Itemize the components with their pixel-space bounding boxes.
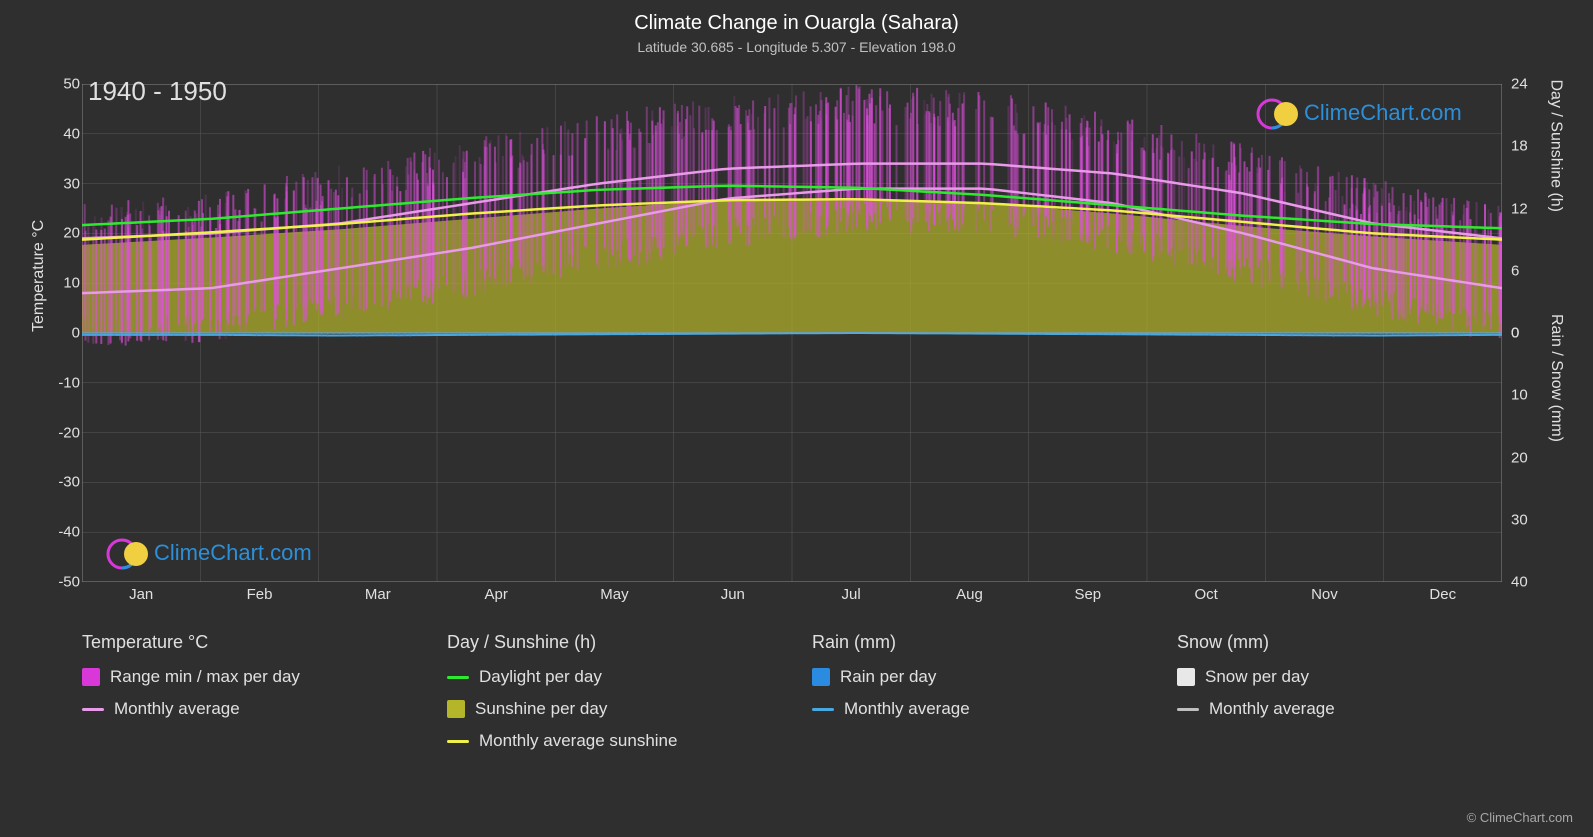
legend-item: Rain per day (812, 667, 1137, 687)
svg-text:ClimeChart.com: ClimeChart.com (154, 540, 312, 565)
legend-column: Rain (mm) Rain per day Monthly average (812, 632, 1137, 763)
y-right-bottom-tick: 30 (1511, 511, 1528, 528)
x-tick-label: Mar (319, 586, 437, 610)
y-right-bottom-tick: 0 (1511, 325, 1519, 342)
chart-subtitle: Latitude 30.685 - Longitude 5.307 - Elev… (0, 39, 1593, 55)
y-left-tick: -20 (58, 424, 80, 441)
y-left-tick: -30 (58, 474, 80, 491)
legend-item: Snow per day (1177, 667, 1502, 687)
y-axis-right-top-ticks: 24181260 (1511, 84, 1545, 333)
y-right-top-tick: 18 (1511, 138, 1528, 155)
legend-item: Sunshine per day (447, 699, 772, 719)
x-tick-label: Dec (1384, 586, 1502, 610)
legend-swatch-icon (82, 668, 100, 686)
legend-swatch-icon (812, 668, 830, 686)
y-left-tick: -40 (58, 524, 80, 541)
y-left-tick: 50 (63, 76, 80, 93)
legend-column: Temperature °C Range min / max per day Mon… (82, 632, 407, 763)
x-tick-label: Sep (1029, 586, 1147, 610)
y-axis-right-bottom-ticks: 010203040 (1511, 333, 1545, 582)
legend-label: Range min / max per day (110, 667, 300, 687)
y-right-bottom-tick: 40 (1511, 574, 1528, 591)
legend-column: Day / Sunshine (h) Daylight per day Sunshi… (447, 632, 772, 763)
legend-title: Rain (mm) (812, 632, 1137, 653)
x-tick-label: Oct (1147, 586, 1265, 610)
y-axis-right-top-label: Day / Sunshine (h) (1547, 79, 1565, 212)
legend-label: Snow per day (1205, 667, 1309, 687)
legend-line-icon (447, 676, 469, 679)
y-right-top-tick: 24 (1511, 76, 1528, 93)
legend-label: Rain per day (840, 667, 936, 687)
y-axis-right-bottom-label: Rain / Snow (mm) (1547, 314, 1565, 442)
y-right-top-tick: 6 (1511, 262, 1519, 279)
x-axis-labels: JanFebMarAprMayJunJulAugSepOctNovDec (82, 586, 1502, 610)
svg-text:ClimeChart.com: ClimeChart.com (1304, 100, 1462, 125)
chart-title: Climate Change in Ouargla (Sahara) (0, 12, 1593, 35)
legend-item: Monthly average (812, 699, 1137, 719)
legend-line-icon (812, 708, 834, 711)
y-left-tick: 20 (63, 225, 80, 242)
y-left-tick: -10 (58, 374, 80, 391)
legend-item: Monthly average (1177, 699, 1502, 719)
legend-item: Range min / max per day (82, 667, 407, 687)
legend-swatch-icon (447, 700, 465, 718)
legend-line-icon (1177, 708, 1199, 711)
x-tick-label: Nov (1265, 586, 1383, 610)
legend-title: Temperature °C (82, 632, 407, 653)
x-tick-label: Jul (792, 586, 910, 610)
legend: Temperature °C Range min / max per day Mon… (82, 632, 1502, 763)
legend-label: Daylight per day (479, 667, 602, 687)
legend-item: Monthly average sunshine (447, 731, 772, 751)
y-left-tick: 30 (63, 175, 80, 192)
copyright: © ClimeChart.com (1467, 810, 1573, 825)
legend-column: Snow (mm) Snow per day Monthly average (1177, 632, 1502, 763)
y-left-tick: 10 (63, 275, 80, 292)
legend-label: Monthly average (114, 699, 240, 719)
y-right-bottom-tick: 20 (1511, 449, 1528, 466)
chart-area: 1940 - 1950 ClimeChart.comClimeChart.com (82, 84, 1502, 582)
legend-label: Monthly average (1209, 699, 1335, 719)
x-tick-label: Feb (200, 586, 318, 610)
y-left-tick: 40 (63, 125, 80, 142)
legend-title: Snow (mm) (1177, 632, 1502, 653)
legend-label: Monthly average (844, 699, 970, 719)
x-tick-label: Aug (910, 586, 1028, 610)
climate-chart-svg: ClimeChart.com ClimeChart.com (82, 84, 1502, 582)
legend-swatch-icon (1177, 668, 1195, 686)
x-tick-label: May (555, 586, 673, 610)
x-tick-label: Apr (437, 586, 555, 610)
y-left-tick: 0 (72, 325, 80, 342)
legend-label: Sunshine per day (475, 699, 607, 719)
period-label: 1940 - 1950 (88, 76, 227, 107)
legend-item: Monthly average (82, 699, 407, 719)
y-right-bottom-tick: 10 (1511, 387, 1528, 404)
legend-title: Day / Sunshine (h) (447, 632, 772, 653)
legend-line-icon (82, 708, 104, 711)
x-tick-label: Jan (82, 586, 200, 610)
legend-label: Monthly average sunshine (479, 731, 677, 751)
x-tick-label: Jun (674, 586, 792, 610)
y-axis-left-ticks: 50403020100-10-20-30-40-50 (46, 84, 80, 582)
y-left-tick: -50 (58, 574, 80, 591)
y-right-top-tick: 12 (1511, 200, 1528, 217)
legend-line-icon (447, 740, 469, 743)
legend-item: Daylight per day (447, 667, 772, 687)
